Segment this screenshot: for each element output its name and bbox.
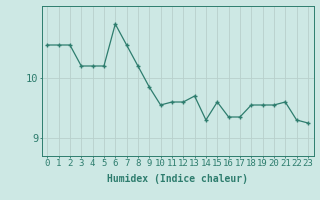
X-axis label: Humidex (Indice chaleur): Humidex (Indice chaleur): [107, 174, 248, 184]
